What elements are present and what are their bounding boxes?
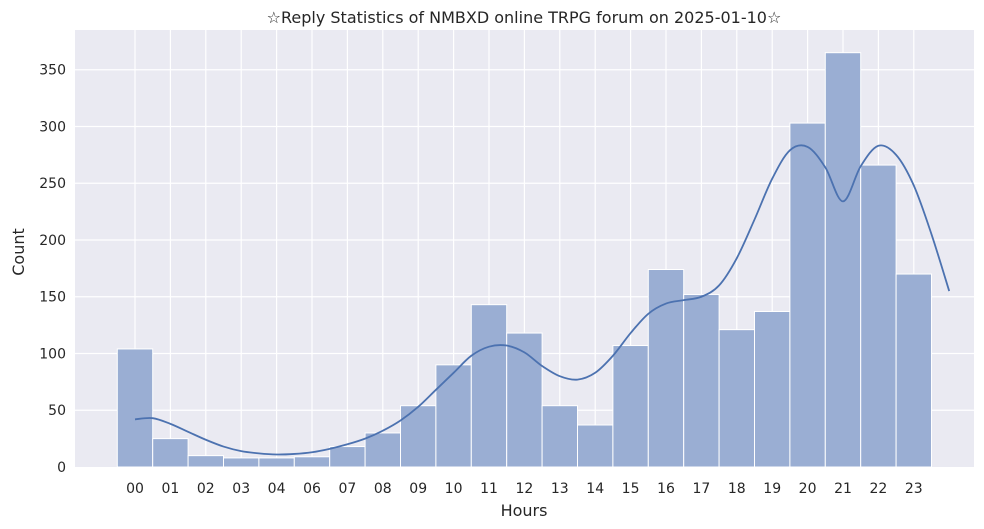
bar-00 — [116, 348, 154, 468]
x-tick-label: 12 — [515, 481, 533, 497]
y-tick-label: 150 — [39, 290, 66, 306]
x-tick-label: 13 — [551, 481, 569, 497]
x-tick-label: 02 — [197, 481, 215, 497]
bar-09 — [400, 405, 437, 468]
y-tick-label: 350 — [39, 63, 66, 79]
x-tick-label: 03 — [232, 481, 250, 497]
bar-20 — [789, 122, 826, 468]
bar-12 — [506, 332, 543, 468]
kde-layer — [134, 144, 951, 456]
x-tick-label: 15 — [622, 481, 640, 497]
bar-16 — [647, 268, 685, 468]
bar-17 — [683, 293, 720, 468]
bar-01 — [152, 438, 189, 468]
x-tick-label: 04 — [268, 481, 286, 497]
y-tick-label: 100 — [39, 346, 66, 362]
bar-06 — [293, 456, 331, 468]
x-tick-label: 08 — [374, 481, 392, 497]
y-tick-label: 300 — [39, 119, 66, 135]
bar-15 — [612, 345, 649, 468]
y-axis-label: Count — [9, 228, 28, 276]
bar-02 — [187, 455, 225, 468]
bar-08 — [364, 432, 402, 468]
y-tick-label: 200 — [39, 233, 66, 249]
x-tick-label: 18 — [728, 481, 746, 497]
x-tick-label: 01 — [161, 481, 179, 497]
x-axis-label: Hours — [501, 501, 548, 520]
y-tick-label: 0 — [57, 460, 66, 476]
x-tick-label: 17 — [692, 481, 710, 497]
x-tick-label: 23 — [905, 481, 923, 497]
x-tick-label: 07 — [338, 481, 356, 497]
kde-line — [134, 144, 951, 456]
bar-21 — [824, 52, 862, 468]
bar-13 — [541, 405, 578, 468]
bar-14 — [577, 424, 614, 468]
x-tick-label: 16 — [657, 481, 675, 497]
bar-04 — [258, 457, 295, 468]
y-tick-labels: 0 50 100 150 200 250 300 350 — [39, 63, 66, 476]
x-tick-label: 00 — [126, 481, 144, 497]
x-tick-label: 20 — [799, 481, 817, 497]
y-tick-label: 250 — [39, 176, 66, 192]
bar-03 — [223, 457, 260, 468]
bar-07 — [329, 446, 366, 468]
x-tick-label: 21 — [834, 481, 852, 497]
bars-layer — [116, 52, 932, 468]
chart-title: ☆Reply Statistics of NMBXD online TRPG f… — [267, 8, 782, 27]
x-tick-label: 14 — [586, 481, 604, 497]
bar-19 — [754, 310, 791, 468]
bar-22 — [860, 164, 897, 468]
x-tick-label: 06 — [303, 481, 321, 497]
x-tick-label: 10 — [445, 481, 463, 497]
x-tick-label: 09 — [409, 481, 427, 497]
bar-10 — [435, 364, 472, 468]
y-tick-label: 50 — [48, 403, 66, 419]
x-tick-labels: 00 01 02 03 04 06 07 08 09 10 11 12 13 14 15 16 17 18 19 20… — [126, 481, 923, 497]
x-tick-label: 11 — [480, 481, 498, 497]
bar-23 — [895, 273, 932, 468]
bar-11 — [470, 304, 508, 468]
bar-18 — [718, 329, 755, 468]
x-tick-label: 19 — [763, 481, 781, 497]
x-tick-label: 22 — [869, 481, 887, 497]
